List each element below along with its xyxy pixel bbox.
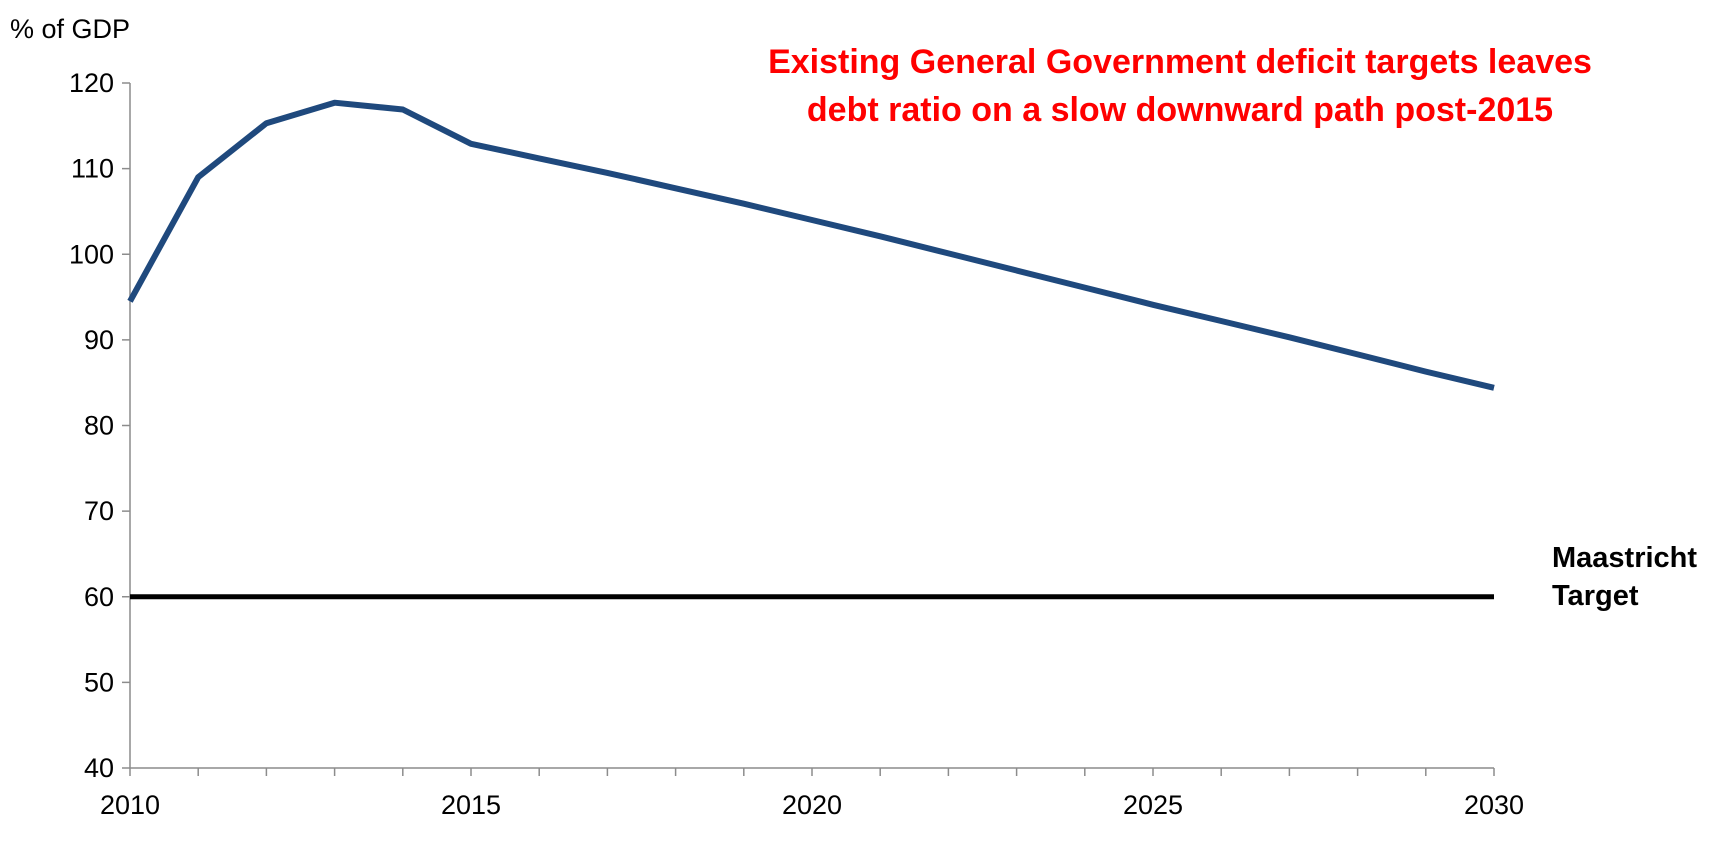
chart-annotation-line: debt ratio on a slow downward path post-… bbox=[807, 91, 1553, 129]
x-tick-label: 2025 bbox=[1123, 790, 1183, 820]
chart-text: 40 50 60 70 80 90 100 110 120 2010 2015 2020 2025 203… bbox=[10, 14, 1697, 820]
y-tick-label: 120 bbox=[69, 68, 114, 98]
x-tick-label: 2010 bbox=[100, 790, 160, 820]
y-tick-label: 50 bbox=[84, 667, 114, 697]
maastricht-target-label: Maastricht Target bbox=[1552, 542, 1697, 612]
series-lines bbox=[130, 103, 1494, 388]
x-tick-label: 2020 bbox=[782, 790, 842, 820]
y-tick-label: 90 bbox=[84, 325, 114, 355]
y-tick-label: 60 bbox=[84, 582, 114, 612]
y-tick-label: 70 bbox=[84, 496, 114, 526]
chart-annotation: Existing General Government deficit targ… bbox=[768, 43, 1592, 129]
chart-annotation-line: Existing General Government deficit targ… bbox=[768, 43, 1592, 81]
maastricht-target-label-line: Maastricht bbox=[1552, 542, 1697, 574]
debt-ratio-series-line bbox=[130, 103, 1494, 388]
maastricht-target-label-line: Target bbox=[1552, 580, 1639, 612]
axes bbox=[122, 83, 1494, 776]
y-tick-label: 100 bbox=[69, 239, 114, 269]
y-tick-label: 80 bbox=[84, 411, 114, 441]
y-tick-label: 110 bbox=[71, 154, 114, 184]
y-tick-label: 40 bbox=[84, 753, 114, 783]
y-axis-unit-label: % of GDP bbox=[10, 14, 130, 44]
x-tick-label: 2015 bbox=[441, 790, 501, 820]
x-tick-label: 2030 bbox=[1464, 790, 1524, 820]
